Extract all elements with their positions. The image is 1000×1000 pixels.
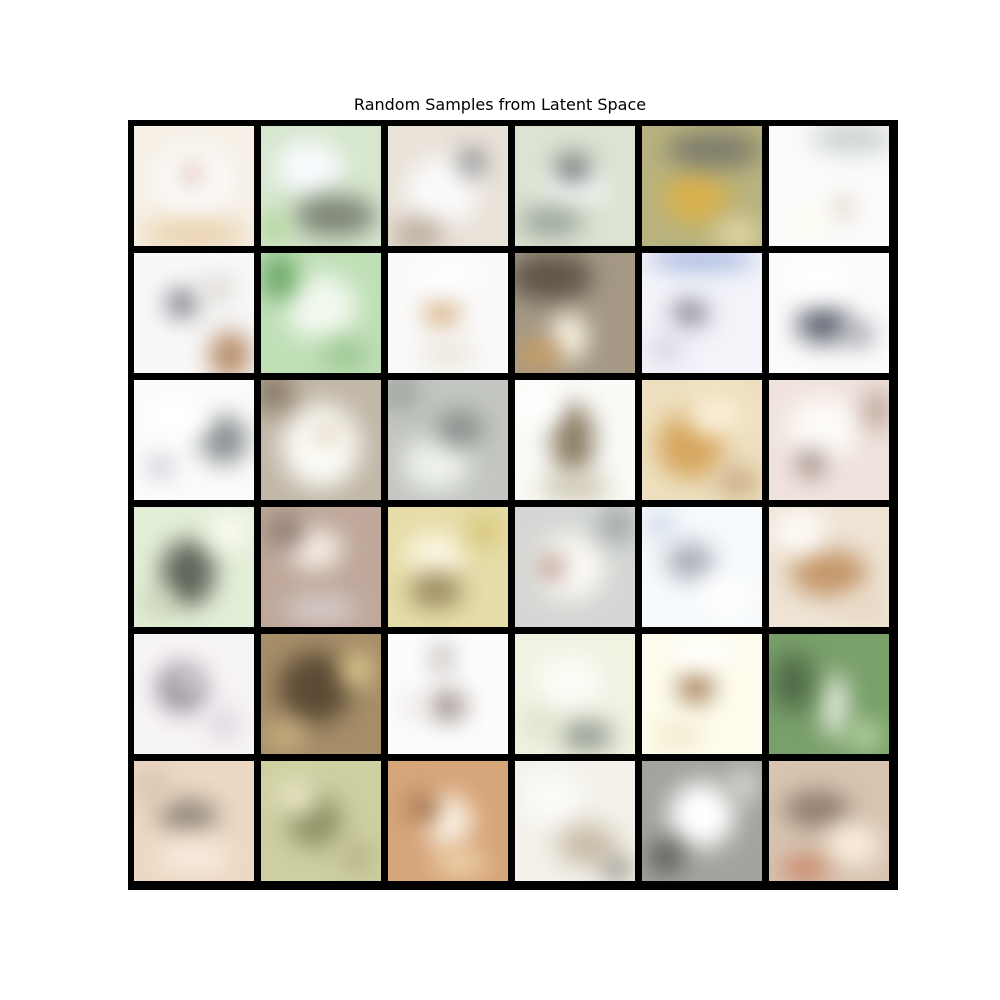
sample-image-r4-c3 [388,507,508,627]
sample-image-r6-c2 [261,761,381,881]
sample-image-r4-c4 [515,507,635,627]
sample-image-r6-c6 [769,761,889,881]
sample-image-r3-c1 [134,380,254,500]
sample-image-r2-c2 [261,253,381,373]
sample-image-r5-c2 [261,634,381,754]
sample-image-r3-c2 [261,380,381,500]
sample-image-r2-c6 [769,253,889,373]
sample-grid [134,126,889,881]
sample-image-r5-c6 [769,634,889,754]
sample-image-r6-c4 [515,761,635,881]
sample-image-r6-c3 [388,761,508,881]
sample-image-r4-c2 [261,507,381,627]
sample-image-r3-c4 [515,380,635,500]
sample-image-r2-c1 [134,253,254,373]
sample-image-r1-c2 [261,126,381,246]
sample-image-r5-c3 [388,634,508,754]
sample-image-r6-c1 [134,761,254,881]
sample-image-r1-c1 [134,126,254,246]
sample-image-r1-c3 [388,126,508,246]
sample-image-r3-c6 [769,380,889,500]
sample-image-r5-c4 [515,634,635,754]
figure-title: Random Samples from Latent Space [353,95,647,114]
sample-image-r6-c5 [642,761,762,881]
sample-image-r5-c1 [134,634,254,754]
sample-grid-frame [128,120,898,890]
sample-image-r4-c5 [642,507,762,627]
sample-image-r1-c4 [515,126,635,246]
sample-image-r4-c1 [134,507,254,627]
sample-image-r2-c3 [388,253,508,373]
sample-image-r3-c3 [388,380,508,500]
sample-image-r2-c5 [642,253,762,373]
sample-image-r4-c6 [769,507,889,627]
sample-image-r5-c5 [642,634,762,754]
sample-image-r1-c6 [769,126,889,246]
sample-image-r1-c5 [642,126,762,246]
sample-image-r2-c4 [515,253,635,373]
sample-image-r3-c5 [642,380,762,500]
